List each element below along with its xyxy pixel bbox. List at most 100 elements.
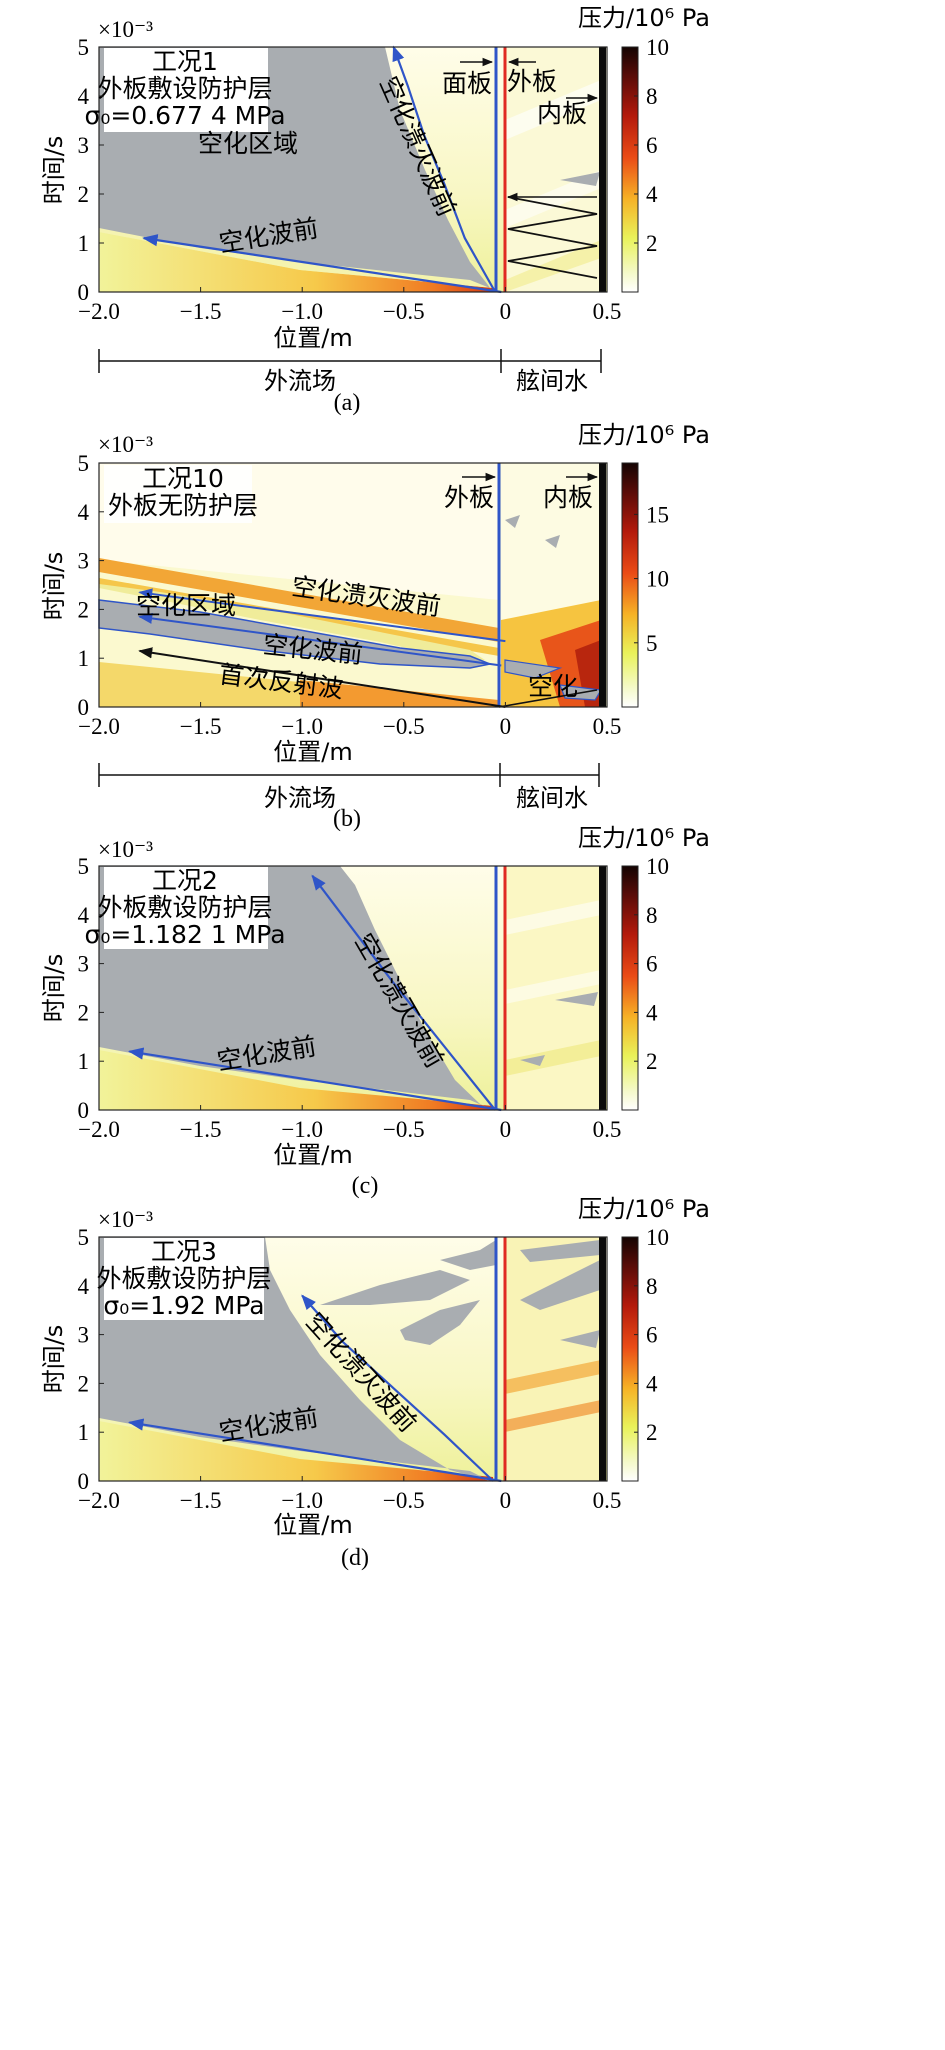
y-multiplier-b: ×10⁻³: [98, 432, 153, 457]
x-ticks-d: −2.0 −1.5 −1.0 −0.5 0 0.5: [78, 1476, 621, 1513]
inner-plate-b: [599, 463, 606, 707]
y-multiplier-d: ×10⁻³: [98, 1207, 153, 1232]
y-tick-label: 2: [78, 1371, 90, 1396]
legend-c-line3: σ₀=1.182 1 MPa: [84, 920, 285, 949]
y-tick-label: 3: [78, 133, 90, 158]
colorbar-tick-label: 6: [646, 952, 658, 977]
y-multiplier-a: ×10⁻³: [98, 17, 153, 42]
x-label-a: 位置/m: [273, 324, 352, 352]
y-label-c: 时间/s: [40, 954, 68, 1023]
colorbar-tick-label: 10: [646, 1225, 669, 1250]
colorbar-a: [621, 46, 639, 293]
collapse-front-line-d: [301, 1294, 494, 1482]
x-tick-label: −2.0: [78, 1488, 120, 1513]
x-label-c: 位置/m: [273, 1141, 352, 1169]
cav-patch-d2: [400, 1300, 480, 1345]
y-tick-label: 3: [78, 952, 90, 977]
colorbar-tick-label: 4: [646, 182, 658, 207]
collapse-front-line-b: [138, 588, 506, 643]
x-tick-label: 0: [500, 299, 512, 324]
x-ticks-b: −2.0 −1.5 −1.0 −0.5 0 0.5: [78, 702, 621, 739]
y-ticks-d: 0 1 2 3 4 5: [78, 1225, 104, 1494]
x-tick-label: −0.5: [383, 1117, 425, 1142]
y-tick-label: 5: [78, 451, 90, 476]
legend-d-line3: σ₀=1.92 MPa: [103, 1291, 264, 1320]
x-tick-label: 0.5: [593, 1488, 622, 1513]
x-tick-label: −1.5: [180, 299, 222, 324]
label-cavitation-region-a: 空化区域: [198, 129, 298, 158]
x-tick-label: −0.5: [383, 1488, 425, 1513]
x-tick-label: −2.0: [78, 1117, 120, 1142]
between-hull-c: [505, 866, 601, 1110]
x-label-d: 位置/m: [273, 1511, 352, 1539]
legend-b-line2: 外板无防护层: [108, 491, 258, 520]
colorbar-tick-label: 15: [646, 502, 669, 527]
between-hull-b: [501, 463, 602, 707]
colorbar-c: [621, 865, 639, 1111]
y-tick-label: 1: [78, 231, 90, 256]
y-multiplier-c: ×10⁻³: [98, 837, 153, 862]
legend-a-line3: σ₀=0.677 4 MPa: [84, 101, 285, 130]
legend-c-line2: 外板敷设防护层: [97, 893, 272, 922]
x-tick-label: 0.5: [593, 1117, 622, 1142]
y-tick-label: 5: [78, 35, 90, 60]
panel-b: 工况10 外板无防护层 空化溃灭波前 空化区域 空化波前 首次反射波 空化 外板…: [40, 421, 710, 832]
y-tick-label: 5: [78, 1225, 90, 1250]
x-tick-label: −1.0: [281, 714, 323, 739]
y-label-a: 时间/s: [40, 136, 68, 205]
y-tick-label: 3: [78, 549, 90, 574]
y-tick-label: 0: [78, 1469, 90, 1494]
x-tick-label: 0.5: [593, 714, 622, 739]
x-tick-label: −0.5: [383, 714, 425, 739]
caption-c: (c): [352, 1173, 379, 1199]
heatmap-b-band: [99, 584, 485, 662]
region-label-external-a: 外流场: [264, 367, 336, 395]
x-tick-label: 0: [500, 1488, 512, 1513]
x-tick-label: −1.0: [281, 1488, 323, 1513]
y-tick-label: 0: [78, 1098, 90, 1123]
x-ticks-a: −2.0 −1.5 −1.0 −0.5 0 0.5: [78, 287, 621, 324]
label-outer-plate-a: 外板: [507, 67, 557, 96]
colorbar-tick-label: 10: [646, 35, 669, 60]
cavitation-front-line-b: [138, 612, 502, 667]
caption-a: (a): [334, 390, 361, 416]
x-tick-label: −0.5: [383, 299, 425, 324]
label-face-plate-a: 面板: [442, 69, 492, 98]
label-outer-plate-b: 外板: [444, 483, 494, 512]
axes-frame-c: [98, 865, 608, 1111]
colorbar-b: [621, 462, 639, 708]
colorbar-ticks-d: 2 4 6 8 10: [634, 1225, 669, 1445]
reflect-between-b: [498, 689, 598, 708]
collapse-front-line-c: [311, 874, 497, 1111]
colorbar-tick-label: 2: [646, 231, 658, 256]
colorbar-tick-label: 10: [646, 854, 669, 879]
legend-a-line1: 工况1: [152, 47, 218, 76]
region-label-between-b: 舷间水: [516, 784, 588, 812]
label-cavitation-region-b: 空化区域: [136, 591, 236, 620]
collapse-front-line-a: [392, 45, 497, 293]
axes-frame-d: [98, 1236, 608, 1482]
cavitation-front-line-d: [127, 1418, 502, 1483]
y-ticks-a: 0 1 2 3 4 5: [78, 35, 104, 305]
y-tick-label: 1: [78, 646, 90, 671]
axes-frame-b: [98, 462, 608, 708]
first-reflection-line-b: [138, 647, 506, 708]
label-cavity-b: 空化: [528, 672, 578, 701]
y-tick-label: 0: [78, 280, 90, 305]
y-ticks-c: 0 1 2 3 4 5: [78, 854, 104, 1123]
y-tick-label: 2: [78, 182, 90, 207]
y-tick-label: 4: [78, 500, 90, 525]
colorbar-tick-label: 2: [646, 1049, 658, 1074]
x-ticks-c: −2.0 −1.5 −1.0 −0.5 0 0.5: [78, 1105, 621, 1142]
cav-patch-d3: [440, 1240, 496, 1270]
y-tick-label: 3: [78, 1323, 90, 1348]
legend-box-c: [104, 867, 268, 949]
x-tick-label: −1.5: [180, 1117, 222, 1142]
legend-box-b: [104, 465, 252, 523]
label-inner-plate-a: 内板: [537, 99, 587, 128]
heatmap-b-lower2: [300, 680, 499, 707]
inner-plate-d: [599, 1237, 606, 1481]
colorbar-ticks-a: 2 4 6 8 10: [634, 35, 669, 256]
y-tick-label: 2: [78, 1000, 90, 1025]
